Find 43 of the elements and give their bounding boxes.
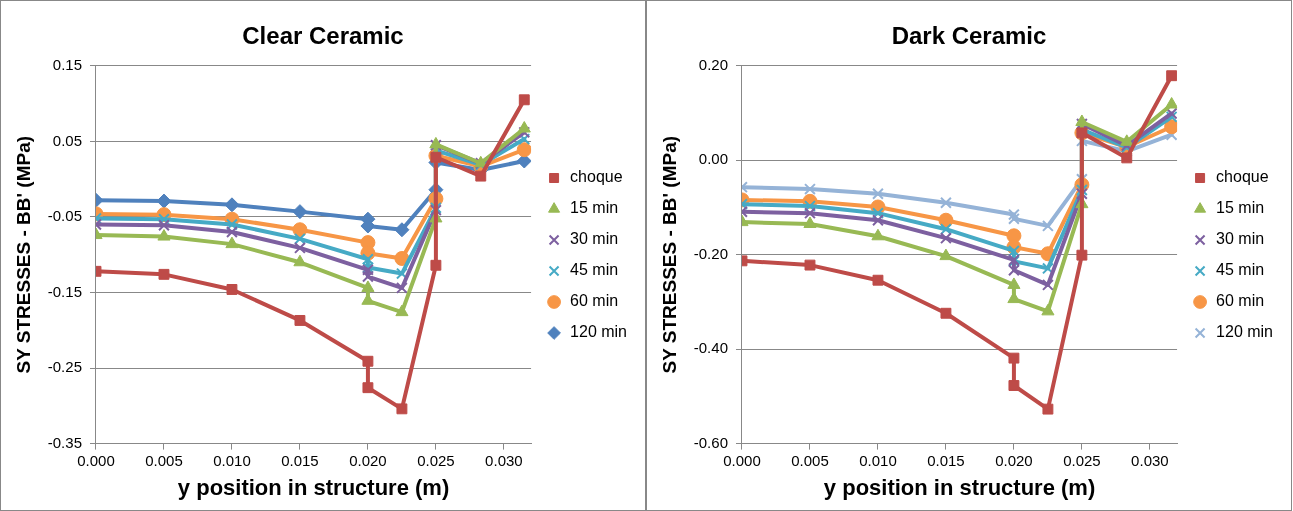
- x-tick-label: 0.025: [1063, 451, 1101, 469]
- x-tick-label: 0.015: [281, 451, 319, 469]
- y-tick-label: -0.25: [47, 358, 82, 376]
- legend-label: 60 min: [1216, 292, 1265, 310]
- legend-label: 60 min: [570, 292, 619, 310]
- x-tick-label: 0.030: [485, 451, 523, 469]
- x-tick-label: 0.005: [145, 451, 183, 469]
- x-tick-label: 0.000: [77, 451, 115, 469]
- x-tick-label: 0.000: [723, 451, 761, 469]
- legend-label: 45 min: [570, 261, 619, 279]
- x-tick-label: 0.010: [859, 451, 897, 469]
- y-axis-title: SY STRESSES - BB' (MPa): [12, 135, 34, 374]
- legend-label: 30 min: [1216, 230, 1265, 248]
- y-tick-label: 0.00: [698, 150, 728, 168]
- x-axis-title: y position in structure (m): [177, 474, 450, 500]
- x-tick-label: 0.005: [791, 451, 829, 469]
- y-tick-label: 0.15: [52, 55, 82, 73]
- x-tick-label: 0.010: [213, 451, 251, 469]
- y-tick-label: 0.20: [698, 55, 728, 73]
- x-tick-label: 0.030: [1131, 451, 1169, 469]
- legend-label: 120 min: [570, 323, 627, 341]
- legend-label: 30 min: [570, 230, 619, 248]
- legend-label: 15 min: [1216, 199, 1265, 217]
- y-tick-label: -0.35: [47, 433, 82, 451]
- y-tick-label: -0.40: [693, 339, 728, 357]
- y-axis-title: SY STRESSES - BB' (MPa): [658, 135, 680, 374]
- chart-title: Dark Ceramic: [891, 22, 1047, 50]
- x-axis-title: y position in structure (m): [823, 474, 1096, 500]
- y-tick-label: -0.60: [693, 433, 728, 451]
- legend-label: choque: [570, 168, 623, 186]
- legend-label: 120 min: [1216, 323, 1273, 341]
- legend-label: 15 min: [570, 199, 619, 217]
- legend-label: 45 min: [1216, 261, 1265, 279]
- legend-label: choque: [1216, 168, 1269, 186]
- y-tick-label: -0.20: [693, 244, 728, 262]
- x-tick-label: 0.025: [417, 451, 455, 469]
- x-tick-label: 0.015: [927, 451, 965, 469]
- chart-title: Clear Ceramic: [242, 22, 404, 50]
- y-tick-label: 0.05: [52, 131, 82, 149]
- y-tick-label: -0.15: [47, 282, 82, 300]
- x-tick-label: 0.020: [349, 451, 387, 469]
- x-tick-label: 0.020: [995, 451, 1033, 469]
- y-tick-label: -0.05: [47, 207, 82, 225]
